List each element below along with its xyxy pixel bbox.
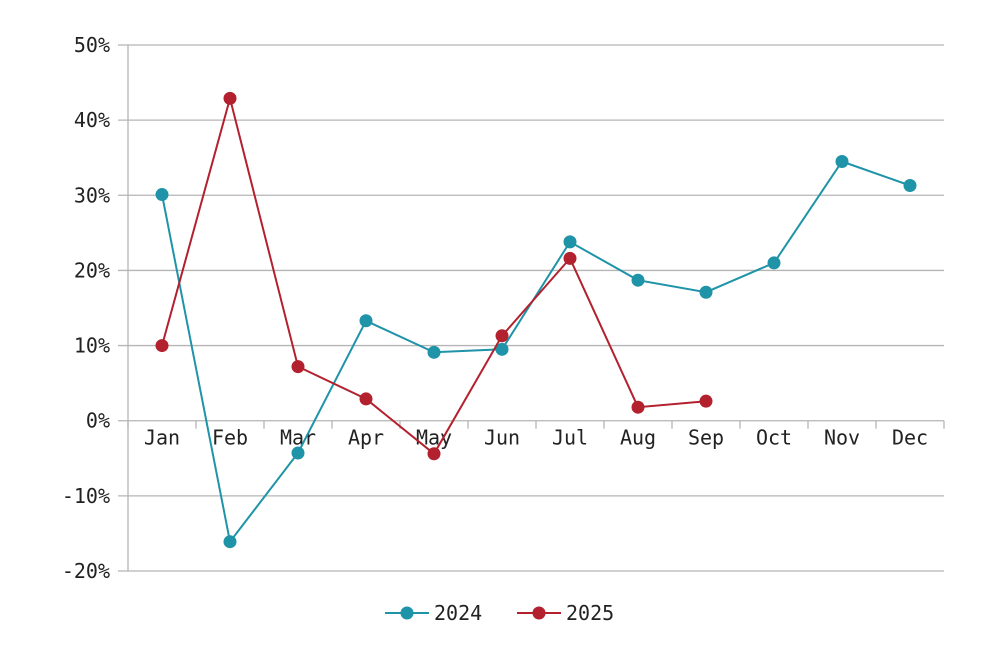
x-tick-label: Jan <box>144 426 180 450</box>
data-point <box>767 256 781 270</box>
data-point <box>155 188 169 202</box>
x-tick-label: Dec <box>892 426 928 450</box>
series-layer <box>155 91 917 549</box>
series-line-2025 <box>161 94 707 456</box>
x-tick-label: May <box>416 426 452 450</box>
data-point <box>631 273 645 287</box>
x-tick-label: Oct <box>756 426 792 450</box>
data-point <box>495 342 509 356</box>
y-tick-label: 10% <box>74 334 110 358</box>
legend-label: 2024 <box>434 601 482 625</box>
y-axis-labels: 50% 40% 30% 20% 10% 0% -10% -20% <box>62 33 110 583</box>
x-tick-label: Jun <box>484 426 520 450</box>
data-point <box>427 345 441 359</box>
y-tick-label: -10% <box>62 484 110 508</box>
data-point <box>563 235 577 249</box>
x-tick-label: Aug <box>620 426 656 450</box>
x-tick-label: Nov <box>824 426 860 450</box>
y-tick-label: 40% <box>74 108 110 132</box>
data-point <box>631 400 645 414</box>
data-point <box>155 339 169 353</box>
data-point <box>291 360 305 374</box>
data-point <box>359 314 373 328</box>
y-tick-label: -20% <box>62 559 110 583</box>
data-point <box>223 91 237 105</box>
y-tick-label: 50% <box>74 33 110 57</box>
data-point <box>359 392 373 406</box>
data-point <box>835 154 849 168</box>
y-tick-label: 0% <box>86 409 110 433</box>
data-point <box>699 285 713 299</box>
x-tick-label: Apr <box>348 426 384 450</box>
series-line-2024 <box>161 160 911 545</box>
legend-swatch-marker <box>532 606 546 620</box>
x-tick-label: Jul <box>552 426 588 450</box>
data-point <box>563 251 577 265</box>
data-point <box>291 446 305 460</box>
legend-label: 2025 <box>566 601 614 625</box>
data-point <box>903 179 917 193</box>
legend-swatch-marker <box>400 606 414 620</box>
x-axis: Jan Feb Mar Apr May Jun Jul Aug Sep Oct Nov Dec <box>127 420 945 450</box>
x-tick-label: Sep <box>688 426 724 450</box>
data-point <box>495 329 509 343</box>
data-point <box>427 447 441 461</box>
legend: 2024 2025 <box>385 601 614 625</box>
y-tick-label: 30% <box>74 183 110 207</box>
data-point <box>223 535 237 549</box>
x-tick-label: Feb <box>212 426 248 450</box>
gridlines <box>118 44 944 572</box>
data-point <box>699 394 713 408</box>
y-tick-label: 20% <box>74 258 110 282</box>
